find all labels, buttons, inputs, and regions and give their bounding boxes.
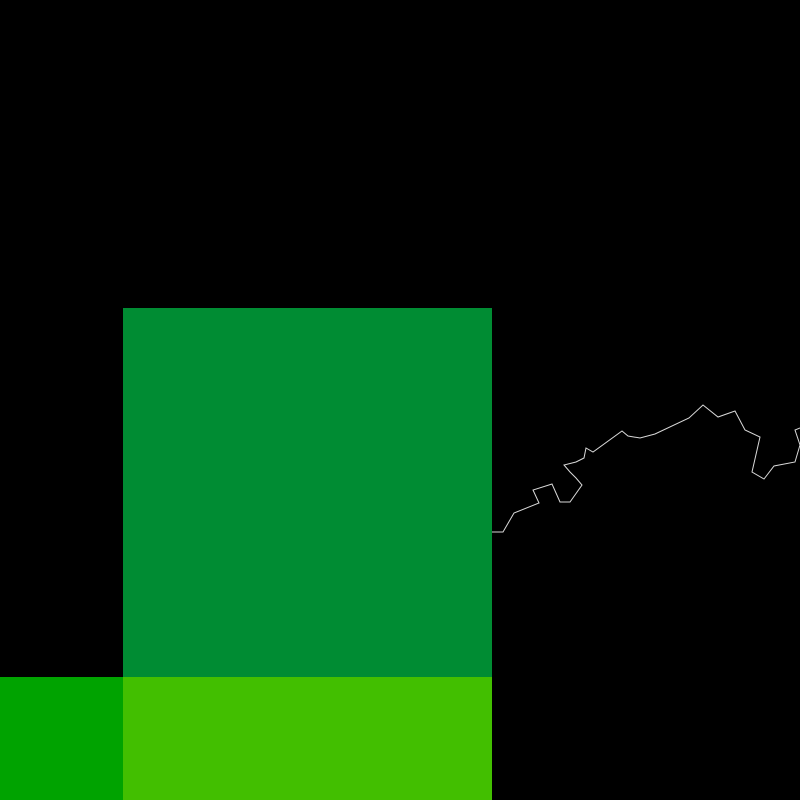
map-region-main	[123, 308, 492, 677]
map-boundary-line	[492, 404, 800, 533]
map-region-bottom-center	[123, 677, 492, 800]
map-region-bottom-left	[0, 677, 123, 800]
